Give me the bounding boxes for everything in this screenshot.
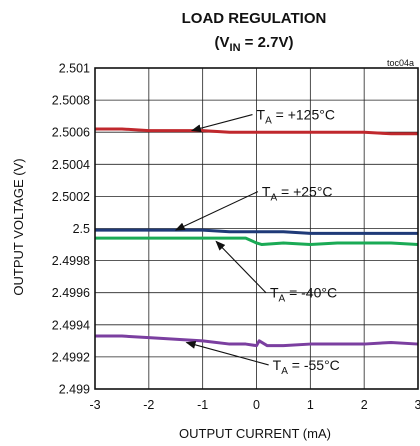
annotation-arrow-4 bbox=[185, 340, 269, 366]
annotation-arrow-2 bbox=[174, 191, 259, 231]
x-tick-label: -1 bbox=[197, 398, 208, 412]
y-tick-label: 2.4996 bbox=[52, 286, 90, 300]
y-tick-label: 2.5006 bbox=[52, 126, 90, 140]
y-tick-labels: 2.499 2.4992 2.4994 2.4996 2.4998 2.5 2.5002 2.… bbox=[52, 62, 90, 397]
y-tick-label: 2.5 bbox=[73, 222, 90, 236]
x-tick-labels: -3 -2 -1 0 1 2 3 bbox=[89, 398, 420, 412]
annotation-label-4: TA = -55°C bbox=[273, 357, 340, 377]
figure-tag: toc04a bbox=[387, 58, 414, 68]
plot-frame bbox=[94, 67, 419, 390]
annotation-label-1: TA = +125°C bbox=[257, 107, 335, 127]
annotation-arrow-1 bbox=[190, 114, 253, 133]
x-tick-label: -2 bbox=[143, 398, 154, 412]
y-tick-label: 2.5002 bbox=[52, 190, 90, 204]
x-tick-label: 0 bbox=[253, 398, 260, 412]
y-tick-label: 2.499 bbox=[59, 383, 90, 397]
annotations: TA = +125°C TA = +25°C TA = -40°C TA = -55°… bbox=[174, 107, 340, 377]
subtitle-suffix: = 2.7V) bbox=[241, 34, 294, 51]
series-line-4 bbox=[95, 334, 419, 348]
y-tick-label: 2.5004 bbox=[52, 158, 90, 172]
subtitle-prefix: (V bbox=[215, 34, 230, 51]
x-tick-label: 2 bbox=[361, 398, 368, 412]
series-line-2 bbox=[95, 228, 418, 235]
annotation-label-3: TA = -40°C bbox=[270, 285, 337, 305]
series-line-3 bbox=[95, 236, 419, 247]
x-axis-label: OUTPUT CURRENT (mA) bbox=[179, 426, 331, 441]
series-line-1 bbox=[95, 127, 418, 136]
chart-subtitle: (VIN = 2.7V) bbox=[215, 34, 294, 54]
x-tick-label: 1 bbox=[307, 398, 314, 412]
y-tick-label: 2.501 bbox=[59, 62, 90, 76]
x-tick-label: -3 bbox=[89, 398, 100, 412]
y-axis-label: OUTPUT VOLTAGE (V) bbox=[11, 158, 26, 295]
data-series bbox=[95, 127, 419, 348]
y-tick-label: 2.4998 bbox=[52, 254, 90, 268]
y-tick-label: 2.4992 bbox=[52, 350, 90, 364]
y-tick-label: 2.4994 bbox=[52, 318, 90, 332]
y-tick-label: 2.5008 bbox=[52, 94, 90, 108]
annotation-arrow-3 bbox=[215, 240, 267, 294]
annotation-label-2: TA = +25°C bbox=[262, 184, 333, 204]
subtitle-subscript: IN bbox=[230, 42, 241, 54]
chart-title: LOAD REGULATION bbox=[182, 10, 327, 27]
x-tick-label: 3 bbox=[415, 398, 420, 412]
